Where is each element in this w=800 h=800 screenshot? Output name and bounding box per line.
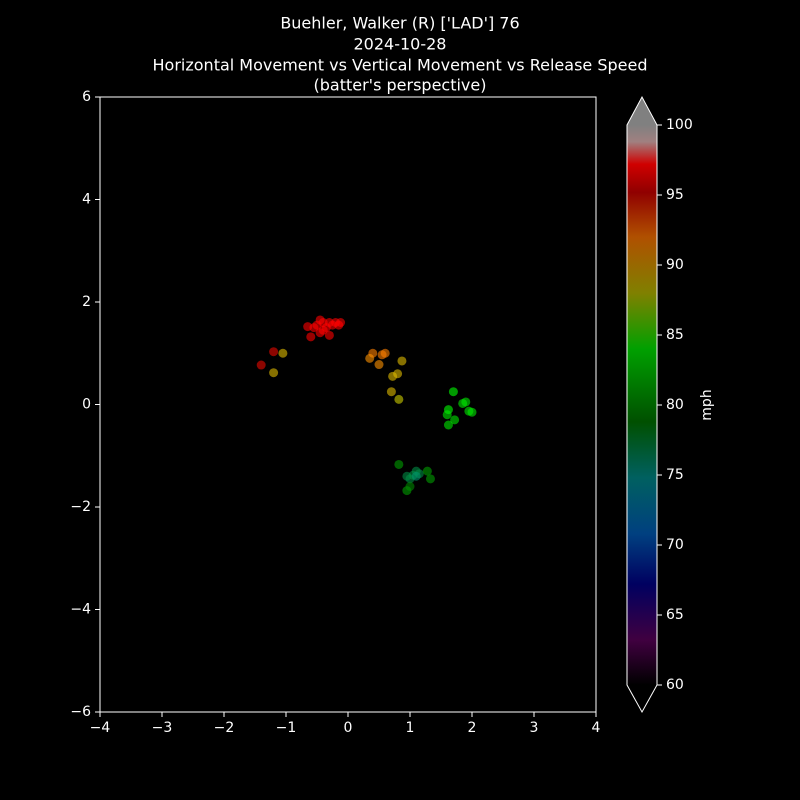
colorbar-tick-label: 75 <box>666 467 684 483</box>
point <box>256 360 266 370</box>
point <box>269 368 279 378</box>
point <box>336 318 346 327</box>
x-tick-label: −2 <box>214 720 235 736</box>
point <box>278 348 288 358</box>
point <box>467 407 477 417</box>
colorbar-extend <box>627 685 657 712</box>
y-tick-label: −4 <box>70 602 91 618</box>
point <box>377 350 387 360</box>
y-tick-label: 6 <box>82 89 91 105</box>
x-tick-label: 2 <box>468 720 477 736</box>
x-tick-label: 1 <box>406 720 415 736</box>
y-tick-label: 2 <box>82 294 91 310</box>
colorbar-tick-label: 80 <box>666 397 684 413</box>
point <box>405 482 415 491</box>
point <box>324 330 334 340</box>
colorbar-label: mph <box>699 389 715 420</box>
y-tick-label: −6 <box>70 704 91 720</box>
point <box>448 387 458 397</box>
point <box>315 328 325 338</box>
colorbar-tick-label: 70 <box>666 537 684 553</box>
point <box>442 410 452 420</box>
point <box>397 356 407 366</box>
point <box>394 459 404 469</box>
colorbar <box>627 125 657 685</box>
point <box>425 474 435 484</box>
title-line: (batter's perspective) <box>314 76 487 95</box>
point <box>269 347 279 357</box>
x-tick-label: 4 <box>592 720 601 736</box>
point <box>443 420 453 430</box>
x-tick-label: −3 <box>152 720 173 736</box>
x-tick-label: 0 <box>344 720 353 736</box>
x-tick-label: −4 <box>90 720 111 736</box>
y-tick-label: 4 <box>82 192 91 208</box>
colorbar-tick-label: 100 <box>666 117 693 133</box>
title-line: Horizontal Movement vs Vertical Movement… <box>153 56 648 75</box>
colorbar-tick-label: 90 <box>666 257 684 273</box>
x-tick-label: −1 <box>276 720 297 736</box>
title-line: 2024-10-28 <box>354 35 447 54</box>
point <box>461 397 471 407</box>
point <box>388 371 398 381</box>
colorbar-tick-label: 95 <box>666 187 684 203</box>
colorbar-tick-label: 65 <box>666 607 684 623</box>
y-tick-label: 0 <box>82 397 91 413</box>
point <box>450 415 460 425</box>
title-line: Buehler, Walker (R) ['LAD'] 76 <box>280 14 519 33</box>
point <box>306 332 316 342</box>
point <box>411 471 421 481</box>
colorbar-tick-label: 60 <box>666 677 684 693</box>
y-tick-label: −2 <box>70 499 91 515</box>
point <box>374 360 384 370</box>
x-tick-label: 3 <box>530 720 539 736</box>
point <box>422 466 432 476</box>
point <box>394 394 404 404</box>
colorbar-extend <box>627 97 657 125</box>
point <box>386 387 396 397</box>
plot-frame <box>99 96 597 713</box>
colorbar-tick-label: 85 <box>666 327 684 343</box>
point <box>365 353 375 363</box>
